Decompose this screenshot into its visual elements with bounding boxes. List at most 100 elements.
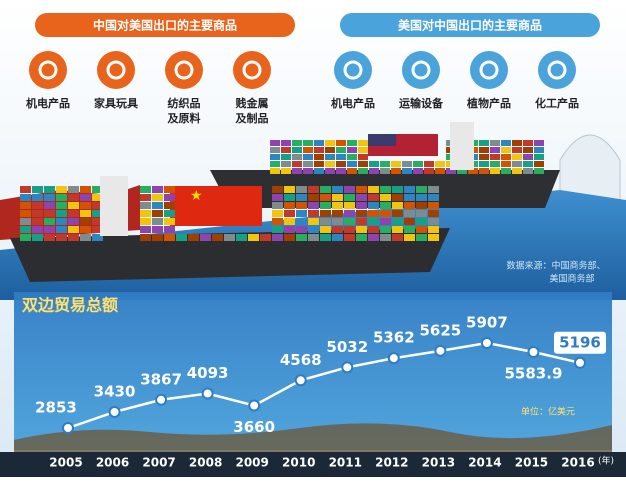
container [80, 194, 91, 201]
container [358, 140, 368, 146]
container [292, 168, 302, 174]
container [347, 147, 357, 153]
container [325, 161, 335, 167]
value-label: 5032 [326, 338, 368, 356]
point [201, 387, 214, 400]
container [332, 194, 343, 201]
point [480, 337, 493, 349]
container [272, 210, 283, 217]
container [424, 168, 434, 174]
container [308, 226, 319, 233]
container [392, 210, 403, 217]
container [296, 234, 307, 241]
container [296, 218, 307, 225]
container [314, 168, 324, 174]
container [308, 218, 319, 225]
container [404, 226, 415, 233]
point [574, 356, 586, 369]
container [344, 210, 355, 217]
container [176, 234, 187, 241]
container [272, 194, 283, 201]
banner-title: 中国对美国出口的主要商品 [93, 18, 237, 33]
x-tick-label: 2009 [235, 456, 268, 470]
highlight-box [554, 331, 606, 354]
container [270, 140, 280, 146]
container [404, 218, 415, 225]
container [68, 210, 79, 217]
container [320, 202, 331, 209]
container [281, 140, 291, 146]
container [358, 147, 368, 153]
container [152, 210, 163, 217]
container [20, 194, 31, 201]
container [416, 186, 427, 193]
container [92, 226, 103, 233]
container [523, 154, 533, 160]
container [152, 202, 163, 209]
container [92, 234, 103, 241]
container [501, 154, 511, 160]
container [435, 168, 445, 174]
container [32, 194, 43, 201]
container [404, 194, 415, 201]
container [236, 234, 247, 241]
container [308, 186, 319, 193]
container [68, 226, 79, 233]
item-icon [334, 51, 372, 89]
container [428, 186, 439, 193]
container [68, 186, 79, 193]
item-label: 运输设备 [399, 96, 444, 110]
container [20, 226, 31, 233]
container [402, 168, 412, 174]
container [80, 218, 91, 225]
container [479, 147, 489, 153]
item-icon [538, 51, 576, 89]
container [32, 202, 43, 209]
container [140, 226, 151, 233]
container [424, 161, 434, 167]
container [380, 210, 391, 217]
container [308, 210, 319, 217]
container [152, 234, 163, 241]
container [325, 147, 335, 153]
container [416, 234, 427, 241]
source: 美国商务部 [549, 273, 594, 285]
container [479, 161, 489, 167]
container [303, 140, 313, 146]
container [368, 194, 379, 201]
container [416, 226, 427, 233]
container [457, 168, 467, 174]
container [140, 186, 151, 193]
container [20, 234, 31, 241]
container [404, 202, 415, 209]
value-label: 5907 [466, 314, 508, 332]
container [44, 186, 55, 193]
container [369, 161, 379, 167]
container [68, 202, 79, 209]
point [294, 374, 307, 387]
container [380, 202, 391, 209]
container [392, 186, 403, 193]
container [281, 168, 291, 174]
item-icon [233, 51, 271, 89]
container [284, 210, 295, 217]
container [56, 210, 67, 217]
container [392, 218, 403, 225]
value-label: 4093 [187, 364, 229, 382]
container [314, 147, 324, 153]
value-label: 5196 [559, 333, 601, 351]
hills [14, 423, 612, 452]
x-tick-label: 2005 [49, 456, 82, 470]
x-tick-label: 2006 [96, 456, 129, 470]
container [368, 226, 379, 233]
value-label: 5583.9 [505, 364, 563, 382]
value-label: 4568 [280, 351, 322, 369]
container [80, 210, 91, 217]
x-tick-label: 2015 [515, 456, 548, 470]
container [368, 186, 379, 193]
value-label: 3430 [94, 382, 136, 400]
container [380, 218, 391, 225]
container [344, 234, 355, 241]
flag [170, 186, 262, 226]
container [68, 218, 79, 225]
